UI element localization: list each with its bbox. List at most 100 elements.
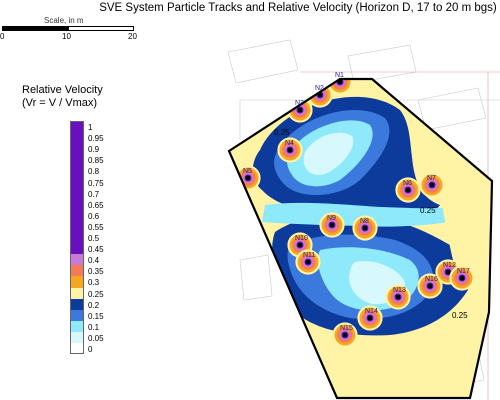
- building-outline: [239, 254, 273, 301]
- legend-swatch: [70, 298, 84, 311]
- legend-swatch: [70, 143, 84, 155]
- well-label: N9: [327, 215, 336, 222]
- legend-swatch: [70, 121, 84, 133]
- well-marker: [305, 259, 311, 265]
- well-marker: [342, 332, 348, 338]
- legend-title-line2: (Vr = V / Vmax): [22, 97, 98, 109]
- site-boundary: [227, 77, 494, 400]
- velocity-0.05-zone: [303, 132, 354, 175]
- legend-swatch: [70, 232, 84, 244]
- well-hotspot: [319, 212, 345, 238]
- legend-label: 0.95: [88, 134, 104, 144]
- well-marker: [459, 275, 465, 281]
- well-marker: [297, 242, 303, 248]
- well-label: N14: [365, 308, 378, 315]
- well-marker: [329, 222, 335, 228]
- legend-title-line1: Relative Velocity: [22, 84, 103, 96]
- well-hotspot: [357, 305, 383, 331]
- contour-label: 0.25: [274, 128, 290, 137]
- legend-label: 0.25: [88, 289, 104, 299]
- well-label: N6: [403, 180, 412, 187]
- legend-swatch: [70, 309, 84, 322]
- contour-label: 0.25: [420, 206, 436, 215]
- well-label: N7: [427, 175, 436, 182]
- legend-label: 0.5: [88, 234, 100, 243]
- legend-swatch: [70, 220, 84, 233]
- well-label: N1: [335, 72, 344, 79]
- building-outline: [227, 39, 299, 84]
- legend-swatch: [70, 276, 84, 288]
- well-marker: [297, 107, 303, 113]
- legend-swatch: [70, 331, 84, 344]
- legend-swatch: [70, 176, 84, 188]
- legend-label: 0.8: [88, 167, 100, 177]
- legend-swatch: [70, 287, 84, 299]
- legend-label: 0.75: [88, 178, 104, 188]
- well-hotspot: [332, 322, 358, 348]
- well-hotspot: [385, 284, 411, 310]
- legend-label: 0.15: [88, 311, 104, 321]
- legend-swatch: [70, 187, 84, 200]
- legend-swatch: [70, 243, 84, 255]
- well-label: N10: [295, 235, 308, 242]
- well-label: N8: [360, 218, 369, 225]
- legend-label: 0.7: [88, 189, 100, 199]
- legend-frame: [70, 121, 84, 355]
- well-label: N12: [443, 262, 456, 269]
- legend-label: 0.35: [88, 267, 104, 277]
- well-hotspot: [449, 265, 475, 291]
- building-outline: [417, 87, 487, 131]
- well-label: N11: [303, 252, 315, 259]
- well-marker: [337, 79, 343, 85]
- well-label: N15: [340, 325, 353, 332]
- well-label: N2: [315, 85, 324, 92]
- velocity-0.1-band: [262, 202, 470, 227]
- well-marker: [429, 182, 435, 188]
- well-hotspot: [327, 79, 353, 95]
- legend-swatch: [70, 198, 84, 211]
- well-label: N5: [243, 168, 252, 175]
- well-marker: [287, 147, 293, 153]
- legend-swatch: [70, 209, 84, 222]
- scale-tick-0: 0: [0, 32, 5, 41]
- legend-label: 0.05: [88, 333, 104, 343]
- well-label: N13: [393, 287, 406, 294]
- well-marker: [367, 315, 373, 321]
- legend-label: 0.9: [88, 145, 100, 155]
- scale-bar-black: [2, 26, 68, 31]
- well-label: N4: [285, 140, 294, 147]
- well-hotspot: [419, 172, 445, 198]
- velocity-0.25-zone: [440, 184, 492, 312]
- velocity-field: [229, 79, 492, 398]
- legend-label: 0.4: [88, 256, 100, 266]
- well-label: N3: [295, 100, 304, 107]
- contour-label: 0.25: [452, 311, 468, 320]
- legend-label: 0: [88, 345, 93, 354]
- legend-title: Relative Velocity (Vr = V / Vmax): [22, 84, 103, 110]
- legend-swatch: [70, 265, 84, 277]
- legend-label: 0.3: [88, 278, 100, 288]
- well-marker: [317, 92, 323, 98]
- legend-swatch: [70, 343, 84, 355]
- well-labels: N1 N2 N3 N7 N4 N5 N6 N8 N9 N10 N11 N12 N13 N14 N15 N16 N…: [243, 72, 470, 332]
- well-marker: [445, 269, 451, 275]
- legend-label: 0.85: [88, 156, 104, 166]
- legend-label: 0.1: [88, 322, 100, 332]
- legend-swatch: [70, 254, 84, 266]
- well-hotspot: [352, 215, 378, 241]
- figure-title: SVE System Particle Tracks and Relative …: [99, 2, 497, 14]
- legend-swatch: [70, 132, 84, 144]
- legend-label: 0.6: [88, 211, 100, 221]
- legend-swatch: [70, 320, 84, 333]
- scale-tick-20: 20: [128, 32, 137, 41]
- legend-label: 1: [88, 123, 93, 132]
- well-label: N17: [457, 268, 470, 275]
- well-marker: [245, 175, 251, 181]
- legend-label: 0.2: [88, 300, 100, 310]
- well-marker: [427, 283, 433, 289]
- well-hotspot: [277, 137, 303, 163]
- well-marker: [362, 225, 368, 231]
- well-marker: [405, 187, 411, 193]
